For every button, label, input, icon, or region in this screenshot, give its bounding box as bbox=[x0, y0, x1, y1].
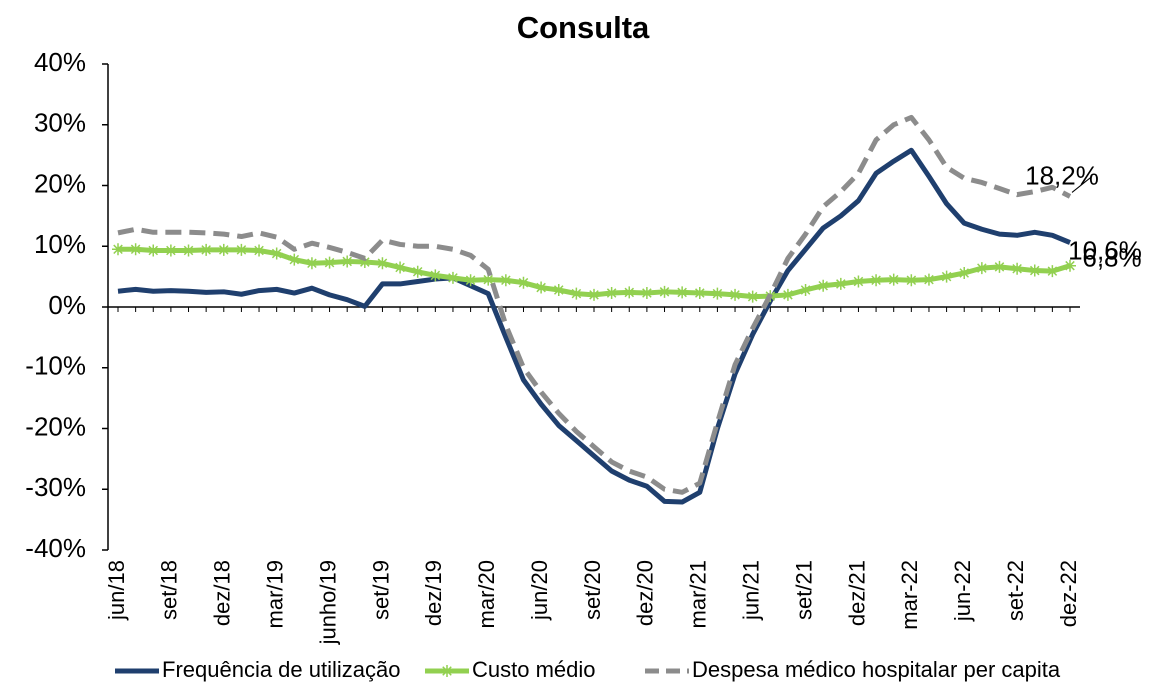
legend-label: Despesa médico hospitalar per capita bbox=[692, 657, 1061, 682]
point-marker bbox=[570, 287, 583, 300]
point-marker bbox=[817, 279, 830, 292]
x-tick-label: mar-22 bbox=[897, 560, 922, 630]
point-marker bbox=[1011, 262, 1024, 275]
point-marker bbox=[394, 261, 407, 274]
y-tick-label: 20% bbox=[34, 168, 86, 198]
leader-line bbox=[1071, 176, 1093, 193]
point-marker bbox=[605, 287, 618, 300]
point-marker bbox=[341, 255, 354, 268]
point-marker bbox=[799, 283, 812, 296]
point-marker bbox=[852, 275, 865, 288]
chart-title: Consulta bbox=[517, 10, 650, 45]
x-tick-label: jun/21 bbox=[738, 560, 763, 621]
y-tick-label: 0% bbox=[48, 290, 86, 320]
legend-marker bbox=[441, 665, 453, 677]
x-tick-label: mar/19 bbox=[262, 560, 287, 628]
point-marker bbox=[535, 281, 548, 294]
point-marker bbox=[482, 273, 495, 286]
x-tick-label: jun/18 bbox=[104, 560, 129, 621]
point-marker bbox=[940, 270, 953, 283]
point-marker bbox=[640, 287, 653, 300]
y-tick-label: -40% bbox=[25, 533, 86, 563]
y-tick-label: -30% bbox=[25, 472, 86, 502]
point-marker bbox=[517, 276, 530, 289]
point-marker bbox=[975, 262, 988, 275]
point-marker bbox=[182, 244, 195, 257]
point-marker bbox=[993, 260, 1006, 273]
point-marker bbox=[305, 257, 318, 270]
point-marker bbox=[658, 285, 671, 298]
point-marker bbox=[676, 286, 689, 299]
point-marker bbox=[870, 274, 883, 287]
point-marker bbox=[217, 243, 230, 256]
point-marker bbox=[552, 283, 565, 296]
point-marker bbox=[129, 243, 142, 256]
point-marker bbox=[358, 256, 371, 269]
x-tick-label: jun/20 bbox=[527, 560, 552, 621]
point-marker bbox=[1064, 259, 1076, 272]
point-marker bbox=[446, 271, 459, 284]
x-tick-label: set/20 bbox=[580, 560, 605, 620]
point-marker bbox=[588, 288, 600, 301]
x-tick-label: mar/21 bbox=[686, 560, 711, 628]
point-marker bbox=[711, 287, 724, 300]
legend-label: Frequência de utilização bbox=[162, 657, 400, 682]
x-tick-label: dez-22 bbox=[1056, 560, 1081, 627]
point-marker bbox=[147, 244, 160, 257]
data-label: 18,2% bbox=[1025, 160, 1099, 190]
point-marker bbox=[270, 247, 283, 260]
x-tick-label: mar/20 bbox=[474, 560, 499, 628]
x-tick-label: jun-22 bbox=[950, 560, 975, 622]
point-marker bbox=[235, 243, 248, 256]
point-marker bbox=[164, 244, 177, 257]
y-tick-label: 40% bbox=[34, 47, 86, 77]
point-marker bbox=[1028, 264, 1041, 277]
point-marker bbox=[253, 244, 266, 257]
data-label: 10,6% bbox=[1068, 235, 1142, 265]
x-tick-label: set/19 bbox=[368, 560, 393, 620]
y-tick-label: 10% bbox=[34, 229, 86, 259]
point-marker bbox=[887, 273, 900, 286]
point-marker bbox=[411, 265, 424, 278]
point-marker bbox=[834, 277, 847, 290]
point-marker bbox=[288, 253, 301, 266]
point-marker bbox=[905, 274, 918, 287]
point-marker bbox=[499, 274, 512, 287]
series-line bbox=[117, 114, 1072, 495]
point-marker bbox=[729, 288, 742, 301]
y-tick-label: -10% bbox=[25, 351, 86, 381]
y-tick-label: 30% bbox=[34, 108, 86, 138]
point-marker bbox=[922, 273, 935, 286]
point-marker bbox=[781, 288, 794, 301]
legend-label: Custo médio bbox=[472, 657, 596, 682]
x-tick-label: set-22 bbox=[1003, 560, 1028, 621]
x-tick-label: dez/18 bbox=[210, 560, 235, 626]
point-marker bbox=[746, 290, 759, 303]
point-marker bbox=[1046, 265, 1059, 278]
x-tick-label: dez/19 bbox=[421, 560, 446, 626]
point-marker bbox=[429, 269, 442, 282]
point-marker bbox=[200, 243, 213, 256]
series-line bbox=[117, 147, 1071, 505]
data-label: 6,8% bbox=[1082, 243, 1141, 273]
point-marker bbox=[112, 243, 124, 256]
x-tick-label: junho/19 bbox=[315, 560, 340, 645]
x-tick-label: set/18 bbox=[157, 560, 182, 620]
point-marker bbox=[464, 274, 477, 287]
point-marker bbox=[693, 287, 706, 300]
x-tick-label: dez/21 bbox=[844, 560, 869, 626]
x-tick-label: dez/20 bbox=[633, 560, 658, 626]
y-tick-label: -20% bbox=[25, 411, 86, 441]
point-marker bbox=[958, 266, 971, 279]
point-marker bbox=[623, 286, 636, 299]
x-tick-label: set/21 bbox=[791, 560, 816, 620]
point-marker bbox=[323, 256, 336, 269]
point-marker bbox=[376, 257, 389, 270]
